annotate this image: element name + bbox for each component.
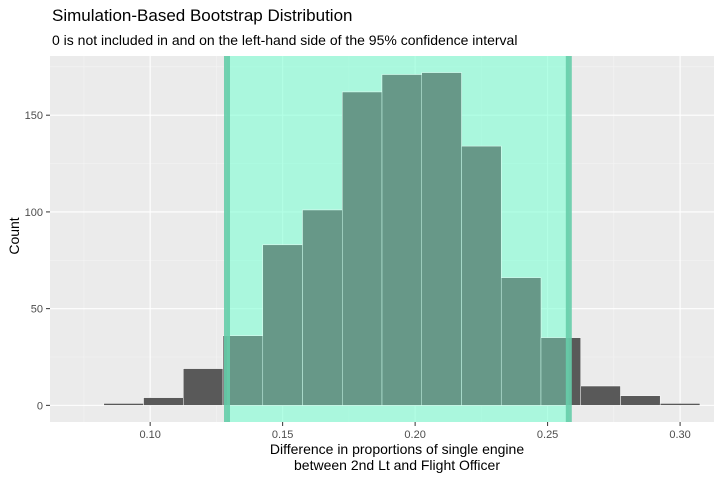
y-axis-title: Count (6, 217, 22, 254)
y-tick-label: 150 (25, 110, 43, 122)
ci-bar-tint (461, 146, 502, 406)
y-tick-label: 100 (25, 207, 43, 219)
histogram-bar (342, 91, 383, 406)
ci-bar-tint (302, 209, 343, 406)
y-tick-label: 0 (37, 400, 43, 412)
histogram-bar (421, 72, 462, 406)
ci-bar-tint (540, 337, 569, 406)
ci-bar-tint (382, 74, 422, 406)
histogram-bar (580, 385, 621, 406)
chart-title: Simulation-Based Bootstrap Distribution (52, 6, 353, 25)
histogram-bar (461, 145, 502, 406)
x-tick-label: 0.15 (272, 429, 293, 441)
ci-bar-tint (226, 335, 263, 406)
histogram-bar (381, 74, 422, 406)
x-tick-label: 0.20 (404, 429, 425, 441)
histogram-bar (262, 244, 303, 406)
x-tick-label: 0.25 (537, 429, 558, 441)
histogram-bar (183, 368, 224, 406)
histogram-bar (500, 277, 542, 406)
axes: 0.10 0.15 0.20 0.25 0.30 0 50 100 150 (25, 110, 691, 441)
confidence-interval-bounds (223, 56, 572, 422)
histogram-bar (143, 397, 184, 406)
ci-bar-tint (501, 277, 541, 406)
x-axis-title-line-1: Difference in proportions of single engi… (270, 441, 524, 457)
histogram-bar (620, 395, 661, 406)
ci-bar-tint (342, 91, 382, 406)
ci-bar-overlay (226, 72, 569, 406)
chart-subtitle: 0 is not included in and on the left-han… (52, 32, 518, 48)
histogram-bar (540, 337, 581, 406)
ci-bar-tint (421, 72, 462, 406)
x-tick-label: 0.30 (669, 429, 690, 441)
x-tick-label: 0.10 (139, 429, 160, 441)
histogram-bar (659, 403, 701, 406)
histogram-bar (302, 209, 343, 406)
histogram-bar (103, 403, 144, 406)
ci-bar-tint (262, 244, 303, 406)
histogram-bars (103, 72, 701, 406)
y-tick-label: 50 (31, 304, 43, 316)
x-axis-title-line-2: between 2nd Lt and Flight Officer (294, 457, 500, 473)
